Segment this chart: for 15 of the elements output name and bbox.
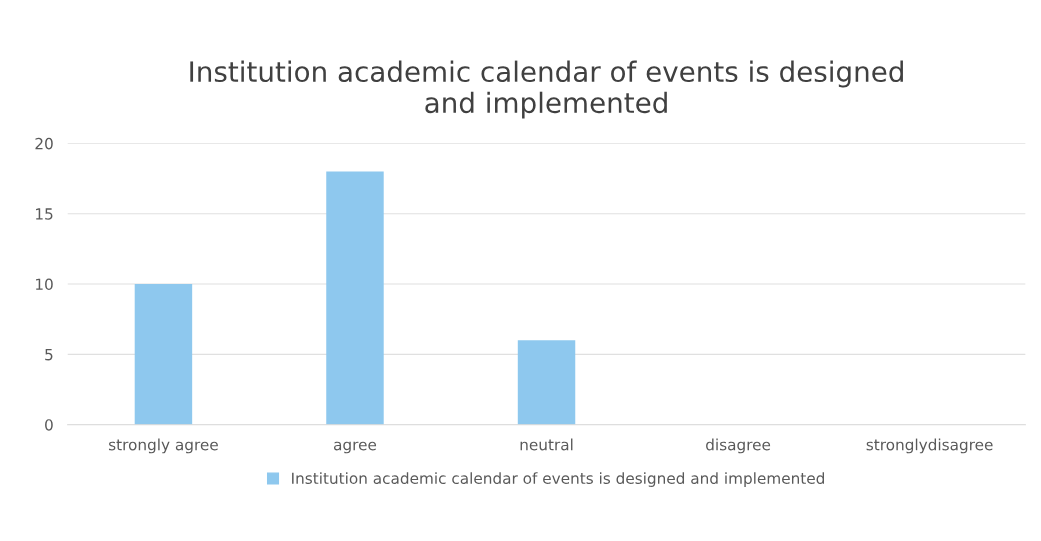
y-tick-label: 5 [45, 349, 53, 361]
bar [517, 340, 576, 425]
y-tick-label: 15 [36, 208, 53, 220]
bar [134, 284, 193, 425]
y-tick-label: 20 [35, 137, 53, 150]
x-tick-label: strongly agree [108, 438, 218, 454]
x-tick-label: agree [334, 441, 377, 454]
x-tick-label: neutral [520, 438, 573, 451]
x-tick-label: stronglydisagree [866, 438, 993, 454]
y-tick-label: 0 [45, 419, 53, 431]
legend-label: Institution academic calendar of events is designed and implemented [292, 472, 824, 487]
chart-title: Institution academic calendar of events is designed and implemented [190, 60, 903, 119]
bar [326, 171, 384, 425]
y-tick-label: 10 [36, 278, 53, 291]
x-tick-label: disagree [706, 438, 771, 454]
